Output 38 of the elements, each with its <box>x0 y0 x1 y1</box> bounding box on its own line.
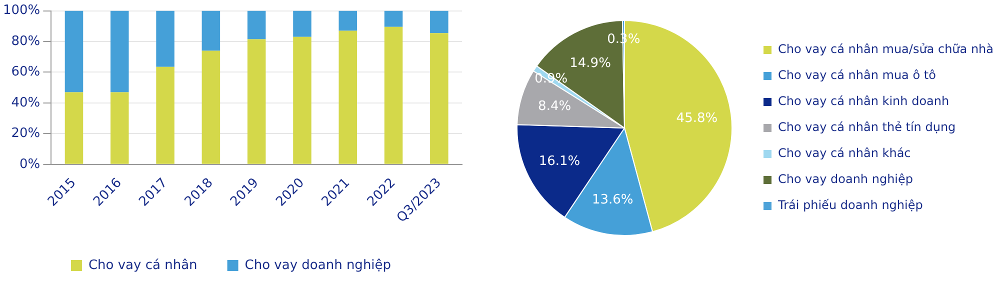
legend-label: Cho vay doanh nghiệp <box>244 258 392 273</box>
data-label: 14.9% <box>570 56 611 71</box>
bar <box>202 10 220 51</box>
data-label: 13.6% <box>592 192 634 208</box>
bar <box>110 92 129 164</box>
bar <box>384 26 403 164</box>
legend-label: Trái phiếu doanh nghiệp <box>777 198 923 212</box>
bar <box>293 10 312 37</box>
bar <box>64 92 84 164</box>
data-label: 8.4% <box>538 99 572 114</box>
y-tick-label: 60% <box>11 64 40 80</box>
bar <box>247 10 266 40</box>
legend-label: Cho vay cá nhân thẻ tín dụng <box>778 120 956 134</box>
legend-label: Cho vay cá nhân kinh doanh <box>778 94 950 108</box>
legend-label: Cho vay doanh nghiệp <box>778 172 914 186</box>
y-tick-label: 0% <box>20 156 40 172</box>
bar <box>64 10 84 92</box>
y-tick-label: 40% <box>11 95 40 110</box>
bar <box>430 33 448 164</box>
legend-label: Cho vay cá nhân mua/sửa chữa nhà <box>778 42 994 56</box>
bar <box>338 30 358 164</box>
data-label: 16.1% <box>538 154 580 169</box>
y-tick-label: 20% <box>11 126 40 142</box>
bar <box>247 39 266 164</box>
bar <box>384 10 403 27</box>
bar <box>430 10 448 34</box>
bar <box>156 10 174 67</box>
bar <box>202 50 220 164</box>
y-tick-label: 80% <box>11 34 40 49</box>
legend-label: Cho vay cá nhân khác <box>778 146 911 160</box>
legend-label: Cho vay cá nhân mua ô tô <box>778 68 936 82</box>
bar <box>156 66 174 164</box>
y-tick-label: 100% <box>2 3 40 18</box>
bar <box>293 36 312 164</box>
data-label: 45.8% <box>676 110 718 126</box>
bar <box>338 10 358 31</box>
legend-label: Cho vay cá nhân <box>88 258 198 273</box>
bar <box>110 10 129 92</box>
